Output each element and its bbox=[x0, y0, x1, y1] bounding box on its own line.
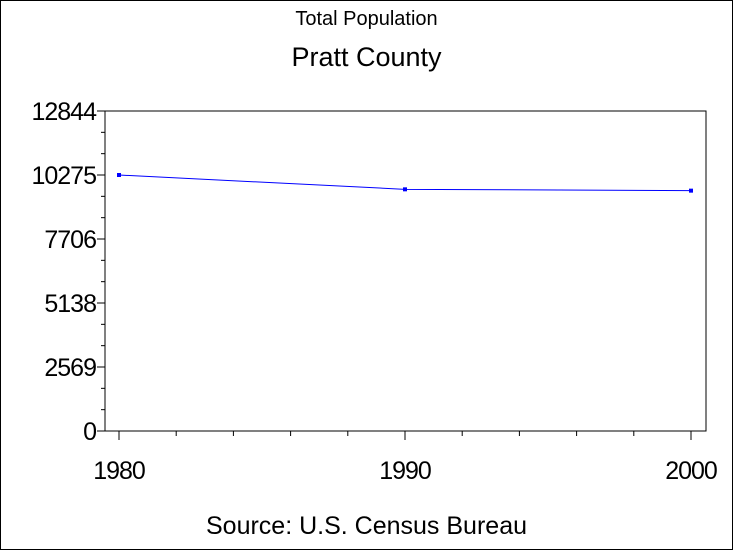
x-axis: 1980 1990 2000 bbox=[93, 431, 718, 485]
x-tick-label: 1990 bbox=[379, 457, 431, 485]
y-tick-label: 2569 bbox=[44, 354, 96, 382]
plot-area bbox=[104, 110, 707, 432]
y-tick-label: 0 bbox=[83, 418, 96, 446]
source-note: Source: U.S. Census Bureau bbox=[206, 512, 527, 540]
series-layer bbox=[117, 173, 693, 193]
x-tick-label: 1980 bbox=[93, 457, 145, 485]
data-point bbox=[403, 187, 407, 192]
y-axis: 0 2569 5138 7706 10275 12844 bbox=[31, 98, 105, 446]
y-tick-label: 5138 bbox=[44, 290, 96, 318]
y-tick-label: 7706 bbox=[44, 226, 96, 254]
data-point bbox=[117, 173, 121, 178]
chart-subtitle: Total Population bbox=[295, 8, 438, 30]
x-tick-label: 2000 bbox=[665, 457, 717, 485]
y-tick-label: 12844 bbox=[31, 98, 97, 126]
y-tick-label: 10275 bbox=[31, 162, 96, 190]
data-point bbox=[689, 188, 693, 193]
chart-title: Pratt County bbox=[291, 42, 442, 72]
